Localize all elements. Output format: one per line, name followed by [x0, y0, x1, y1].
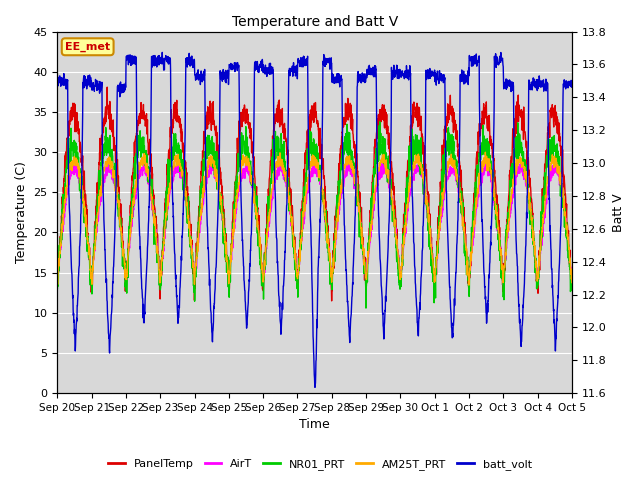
Y-axis label: Batt V: Batt V	[612, 193, 625, 232]
Text: EE_met: EE_met	[65, 42, 110, 52]
Legend: PanelTemp, AirT, NR01_PRT, AM25T_PRT, batt_volt: PanelTemp, AirT, NR01_PRT, AM25T_PRT, ba…	[104, 455, 536, 474]
Y-axis label: Temperature (C): Temperature (C)	[15, 161, 28, 263]
X-axis label: Time: Time	[300, 419, 330, 432]
Title: Temperature and Batt V: Temperature and Batt V	[232, 15, 397, 29]
